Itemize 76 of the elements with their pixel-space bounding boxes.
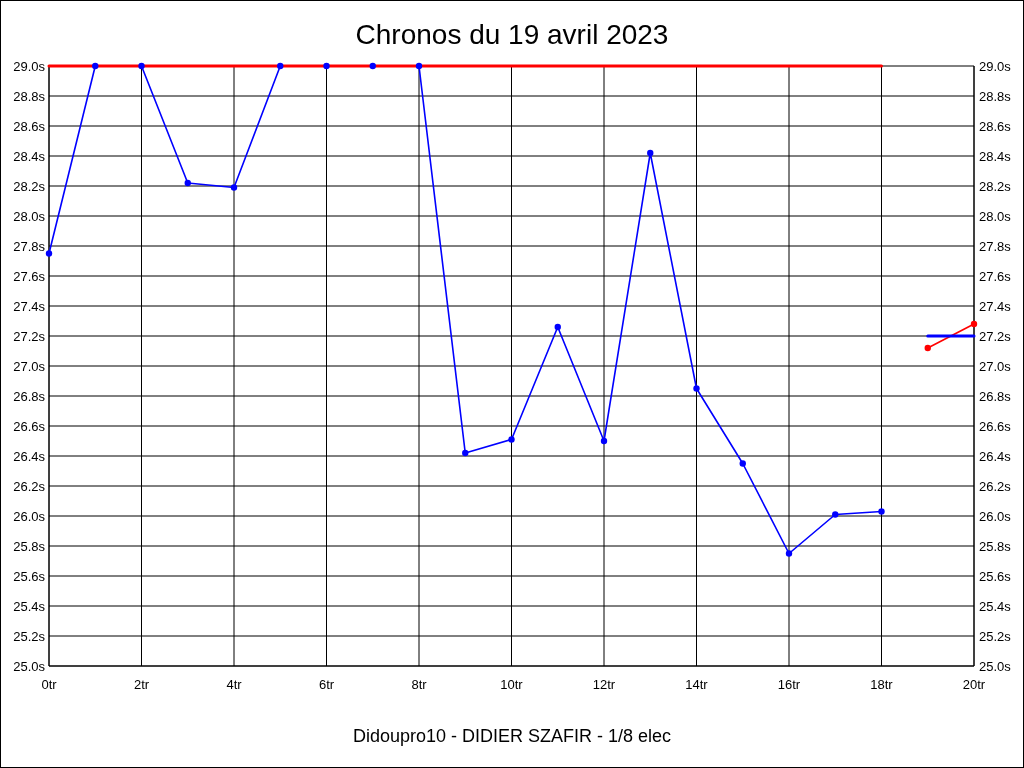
point — [323, 62, 330, 70]
y-tick-label: 26.2s — [13, 479, 46, 494]
y-tick-label: 27.4s — [13, 299, 46, 314]
point — [693, 385, 700, 392]
y2-tick-label: 25.6s — [979, 569, 1012, 584]
y2-tick-label: 25.0s — [979, 659, 1012, 674]
x-tick-label: 4tr — [226, 677, 243, 692]
x-tick-label: 18tr — [870, 677, 894, 692]
y2-tick-label: 27.6s — [979, 269, 1012, 284]
x-tick-label: 14tr — [685, 677, 709, 692]
point — [369, 62, 376, 70]
point — [878, 508, 885, 515]
point — [92, 62, 99, 70]
point — [184, 179, 191, 187]
y2-tick-label: 27.8s — [979, 239, 1012, 254]
point — [462, 449, 469, 457]
y-tick-label: 27.2s — [13, 329, 46, 344]
x-tick-label: 12tr — [592, 677, 616, 692]
x-tick-label: 0tr — [41, 677, 58, 692]
x-tick-label: 8tr — [411, 677, 428, 692]
y2-tick-label: 28.6s — [979, 119, 1012, 134]
y2-tick-label: 25.2s — [979, 629, 1012, 644]
y-tick-label: 27.0s — [13, 359, 46, 374]
point — [970, 320, 978, 328]
x-tick-label: 10tr — [500, 677, 524, 692]
y2-tick-label: 26.8s — [979, 389, 1012, 404]
point — [138, 62, 145, 70]
point — [277, 62, 284, 70]
y-tick-label: 29.0s — [13, 59, 46, 74]
y-tick-label: 28.4s — [13, 149, 46, 164]
point — [508, 436, 515, 443]
y-tick-label: 26.6s — [13, 419, 46, 434]
y2-tick-label: 26.2s — [979, 479, 1012, 494]
y-tick-label: 27.8s — [13, 239, 46, 254]
y2-tick-label: 28.0s — [979, 209, 1012, 224]
y2-tick-label: 29.0s — [979, 59, 1012, 74]
x-tick-label: 2tr — [133, 677, 150, 692]
y-tick-label: 25.2s — [13, 629, 46, 644]
point — [647, 149, 654, 157]
y2-tick-label: 26.6s — [979, 419, 1012, 434]
y2-tick-label: 27.0s — [979, 359, 1012, 374]
y2-tick-label: 27.2s — [979, 329, 1012, 344]
y-tick-label: 26.8s — [13, 389, 46, 404]
x-tick-label: 16tr — [777, 677, 801, 692]
point — [785, 550, 793, 557]
y-tick-label: 26.4s — [13, 449, 46, 464]
y-tick-label: 28.2s — [13, 179, 46, 194]
y-tick-label: 28.0s — [13, 209, 46, 224]
y2-tick-label: 28.4s — [979, 149, 1012, 164]
y2-tick-label: 27.4s — [979, 299, 1012, 314]
y-tick-label: 27.6s — [13, 269, 46, 284]
y-tick-label: 25.0s — [13, 659, 46, 674]
y2-tick-label: 28.8s — [979, 89, 1012, 104]
y-tick-label: 28.8s — [13, 89, 46, 104]
x-tick-label: 20tr — [962, 677, 986, 692]
point — [832, 511, 839, 518]
y-tick-label: 26.0s — [13, 509, 46, 524]
y2-tick-label: 26.0s — [979, 509, 1012, 524]
text: Didoupro10 - DIDIER SZAFIR - 1/8 elec — [352, 726, 672, 746]
point — [554, 323, 561, 331]
y2-tick-label: 26.4s — [979, 449, 1012, 464]
x-tick-label: 6tr — [318, 677, 335, 692]
chart-title: Chronos du 19 avril 2023 — [355, 19, 669, 50]
point — [924, 344, 931, 352]
y-tick-label: 25.4s — [13, 599, 46, 614]
point — [739, 460, 746, 467]
y-tick-label: 25.6s — [13, 569, 46, 584]
y-tick-label: 25.8s — [13, 539, 46, 554]
point — [230, 184, 238, 191]
point — [45, 250, 53, 257]
point — [600, 437, 608, 445]
y2-tick-label: 25.4s — [979, 599, 1012, 614]
y-tick-label: 28.6s — [13, 119, 46, 134]
point — [415, 62, 423, 70]
y2-tick-label: 25.8s — [979, 539, 1012, 554]
y2-tick-label: 28.2s — [979, 179, 1012, 194]
